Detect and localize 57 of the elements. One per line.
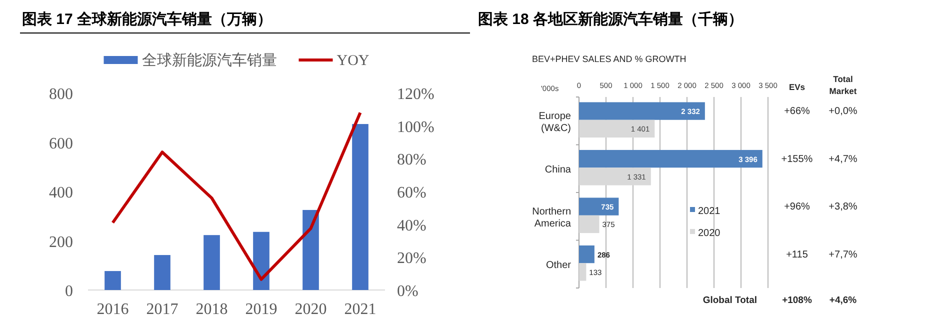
y2-tick-label: 40% (397, 217, 426, 234)
bar (154, 255, 170, 290)
bar (579, 263, 586, 281)
y-tick-label: 400 (49, 184, 73, 202)
text: +155% (781, 154, 813, 165)
bar (579, 102, 705, 120)
bar (579, 120, 655, 138)
legend-label: 2020 (698, 228, 721, 239)
bar (579, 198, 619, 216)
y-tick-label: Other (546, 260, 572, 272)
text: +0,0% (828, 106, 858, 117)
y-tick-label: 800 (49, 86, 73, 103)
legend-label: YOY (336, 53, 370, 69)
chart-title: 图表 18 各地区新能源汽车销量（千辆） (478, 10, 744, 28)
y-tick-label: China (544, 164, 572, 176)
x-tick-label: 2016 (96, 301, 129, 318)
x-tick-label: 2019 (245, 301, 278, 318)
y2-tick-label: 100% (397, 118, 434, 136)
y2-tick-label: 60% (397, 184, 426, 202)
line-series (111, 111, 362, 281)
y2-tick-label: 120% (397, 86, 434, 103)
x-tick-label: 2018 (196, 301, 228, 318)
bar (302, 210, 319, 290)
y-tick-label: 0 (65, 283, 73, 300)
y-tick-label: Northern America (532, 206, 572, 230)
text: +108% (782, 295, 812, 306)
bar (579, 150, 762, 168)
bar (253, 232, 270, 290)
text: +3,8% (828, 202, 858, 212)
x-tick-label: 2017 (146, 301, 178, 318)
y2-tick-label: 20% (397, 250, 426, 268)
y2-tick-label: 80% (397, 152, 426, 169)
text: +7,7% (828, 249, 858, 260)
text: Global Total (702, 295, 757, 306)
legend-label: 2021 (698, 206, 721, 217)
bar (204, 235, 220, 290)
y2-tick-label: 0% (397, 283, 418, 300)
bar (104, 271, 121, 290)
x-tick-label: 2020 (294, 301, 327, 318)
x-tick-label: 2021 (344, 301, 376, 318)
text: +4,6% (829, 295, 858, 306)
y-tick-label: Europe (W&C) (538, 110, 572, 134)
text: Total Market (829, 74, 857, 96)
text: +96% (784, 202, 810, 212)
text: +66% (784, 106, 810, 117)
bar (352, 124, 368, 290)
text: +115 (786, 249, 808, 260)
legend-label: 全球新能源汽车销量 (142, 52, 277, 69)
chart-subtitle: BEV+PHEV SALES AND % GROWTH (532, 54, 686, 64)
bar (579, 245, 594, 264)
bar (579, 215, 600, 234)
chart-title: 图表 17 全球新能源汽车销量（万辆） (22, 10, 272, 28)
text: +4,7% (828, 154, 858, 165)
bar (579, 168, 651, 186)
text: EVs (788, 82, 806, 92)
y-tick-label: 600 (49, 135, 73, 152)
y-tick-label: 200 (49, 234, 73, 251)
